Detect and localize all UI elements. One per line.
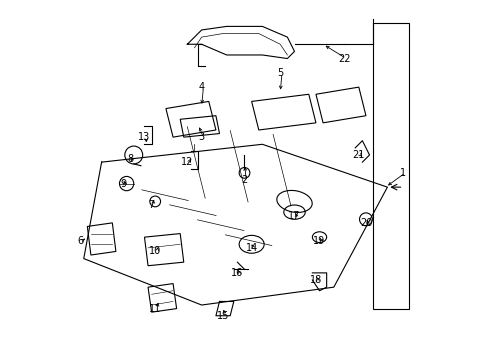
- Text: 9: 9: [120, 179, 126, 189]
- Text: 3: 3: [198, 132, 204, 142]
- Text: 2: 2: [241, 175, 247, 185]
- Text: 13: 13: [138, 132, 150, 142]
- Text: 6: 6: [77, 236, 83, 246]
- Text: 20: 20: [359, 218, 371, 228]
- Text: 7: 7: [148, 200, 154, 210]
- Text: 15: 15: [217, 311, 229, 321]
- Text: 18: 18: [309, 275, 322, 285]
- Text: 22: 22: [338, 54, 350, 64]
- Text: 14: 14: [245, 243, 257, 253]
- Text: 11: 11: [149, 303, 161, 314]
- Text: 5: 5: [277, 68, 283, 78]
- Text: 4: 4: [198, 82, 204, 92]
- Text: 19: 19: [313, 236, 325, 246]
- Text: 8: 8: [127, 154, 133, 163]
- Text: 21: 21: [352, 150, 364, 160]
- Text: 10: 10: [149, 247, 161, 256]
- Text: 16: 16: [231, 268, 243, 278]
- Text: 12: 12: [181, 157, 193, 167]
- Text: 17: 17: [288, 211, 300, 221]
- Text: 1: 1: [400, 168, 406, 178]
